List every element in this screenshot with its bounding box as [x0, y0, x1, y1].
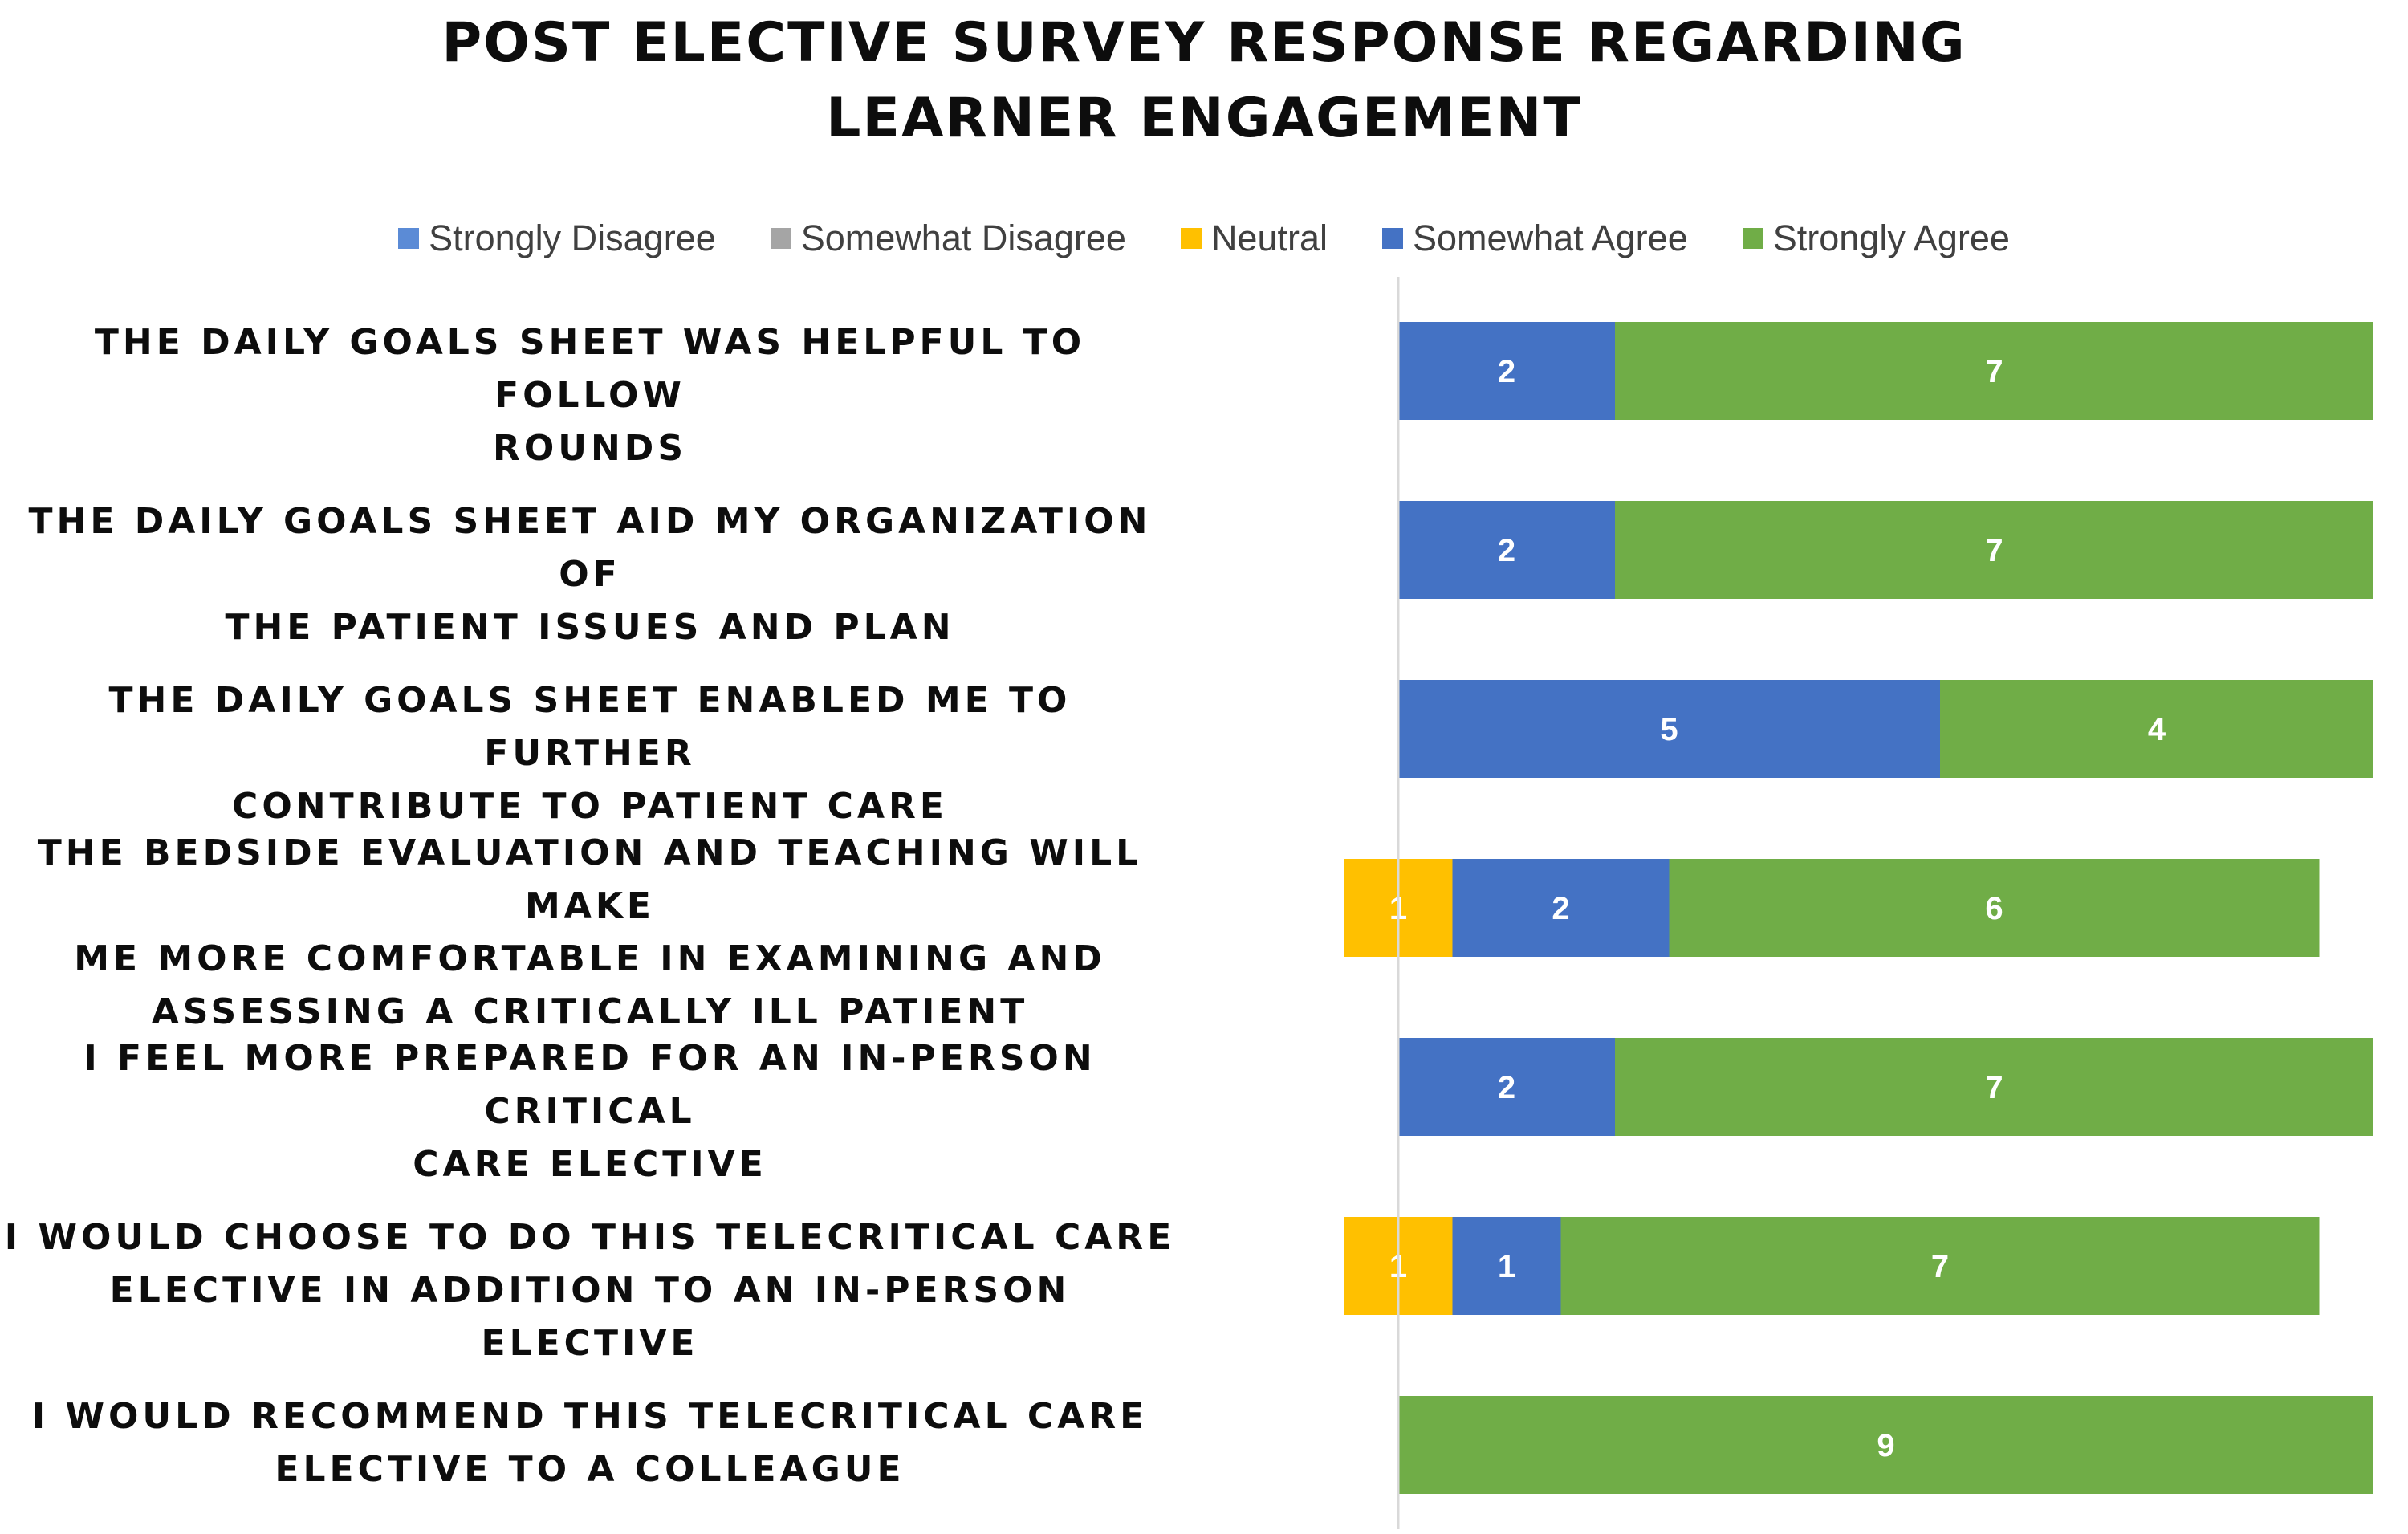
category-label-line: THE DAILY GOALS SHEET ENABLED ME TO FURT…	[108, 680, 1072, 774]
category-label: I WOULD CHOOSE TO DO THIS TELECRITICAL C…	[0, 1211, 1180, 1370]
bar-segment	[1452, 859, 1670, 957]
category-label: I FEEL MORE PREPARED FOR AN IN-PERSON CR…	[0, 1032, 1180, 1191]
category-label-line: CONTRIBUTE TO PATIENT CARE	[232, 786, 948, 827]
category-label-line: THE PATIENT ISSUES AND PLAN	[225, 607, 955, 648]
category-label-line: CARE ELECTIVE	[413, 1144, 767, 1185]
category-label: THE DAILY GOALS SHEET ENABLED ME TO FURT…	[0, 674, 1180, 833]
data-label: 2	[1498, 1070, 1515, 1105]
legend-label: Somewhat Disagree	[800, 218, 1126, 258]
bar-segment	[1615, 501, 2373, 599]
legend-item-somewhat-agree: Somewhat Agree	[1382, 218, 1688, 259]
legend-swatch	[1180, 228, 1202, 249]
legend-item-neutral: Neutral	[1180, 218, 1328, 259]
legend-item-strongly-agree: Strongly Agree	[1742, 218, 2010, 259]
legend: Strongly Disagree Somewhat Disagree Neut…	[0, 210, 2408, 267]
bar-segment	[1398, 680, 1940, 778]
category-label-line: I FEEL MORE PREPARED FOR AN IN-PERSON CR…	[83, 1038, 1096, 1132]
category-label-line: THE DAILY GOALS SHEET WAS HELPFUL TO FOL…	[94, 322, 1086, 416]
legend-swatch	[398, 228, 420, 249]
category-label-line: I WOULD RECOMMEND THIS TELECRITICAL CARE	[31, 1396, 1149, 1437]
bar-segment	[1669, 859, 2320, 957]
legend-label: Strongly Agree	[1772, 218, 2010, 258]
category-label-line: ELECTIVE TO A COLLEAGUE	[275, 1449, 905, 1490]
category-label: THE BEDSIDE EVALUATION AND TEACHING WILL…	[0, 827, 1180, 1039]
bar-segment	[1615, 1038, 2373, 1136]
data-label: 6	[1985, 891, 2003, 926]
bar-segment	[1452, 1217, 1561, 1315]
data-label: 7	[1985, 1070, 2003, 1105]
bar-segment	[1398, 501, 1615, 599]
legend-label: Neutral	[1210, 218, 1328, 258]
bar-segment	[1398, 1038, 1615, 1136]
category-label-line: ASSESSING A CRITICALLY ILL PATIENT	[151, 991, 1029, 1032]
legend-label: Somewhat Agree	[1413, 218, 1688, 258]
category-label-line: ELECTIVE IN ADDITION TO AN IN-PERSON ELE…	[109, 1270, 1071, 1364]
category-label-line: THE DAILY GOALS SHEET AID MY ORGANIZATIO…	[28, 501, 1152, 595]
bar-segment	[1940, 680, 2373, 778]
bar-segment	[1615, 322, 2373, 420]
category-label: THE DAILY GOALS SHEET WAS HELPFUL TO FOL…	[0, 316, 1180, 475]
chart-title-line-1: POST ELECTIVE SURVEY RESPONSE REGARDING	[441, 11, 1967, 75]
data-label: 9	[1877, 1428, 1894, 1463]
data-label: 7	[1985, 354, 2003, 389]
category-label: THE DAILY GOALS SHEET AID MY ORGANIZATIO…	[0, 495, 1180, 654]
category-label-line: ME MORE COMFORTABLE IN EXAMINING AND	[74, 938, 1106, 979]
category-label-line: I WOULD CHOOSE TO DO THIS TELECRITICAL C…	[4, 1217, 1176, 1258]
data-label: 4	[2148, 712, 2166, 747]
data-label: 7	[1931, 1249, 1949, 1284]
bar-segment	[1398, 1396, 2373, 1494]
data-label: 2	[1498, 533, 1515, 568]
legend-swatch	[1742, 228, 1763, 249]
data-label: 1	[1498, 1249, 1515, 1284]
legend-swatch	[1382, 228, 1404, 249]
legend-item-somewhat-disagree: Somewhat Disagree	[770, 218, 1126, 259]
category-label-line: ROUNDS	[492, 428, 688, 469]
bar-segment	[1398, 322, 1615, 420]
category-label-line: THE BEDSIDE EVALUATION AND TEACHING WILL…	[37, 832, 1143, 926]
data-label: 2	[1552, 891, 1569, 926]
data-label: 5	[1660, 712, 1678, 747]
chart-title-line-2: LEARNER ENGAGEMENT	[826, 87, 1582, 150]
data-label: 2	[1498, 354, 1515, 389]
legend-swatch	[770, 228, 791, 249]
data-label: 7	[1985, 533, 2003, 568]
category-label: I WOULD RECOMMEND THIS TELECRITICAL CARE…	[0, 1390, 1180, 1496]
legend-label: Strongly Disagree	[429, 218, 716, 258]
legend-item-strongly-disagree: Strongly Disagree	[398, 218, 716, 259]
bar-segment	[1560, 1217, 2320, 1315]
